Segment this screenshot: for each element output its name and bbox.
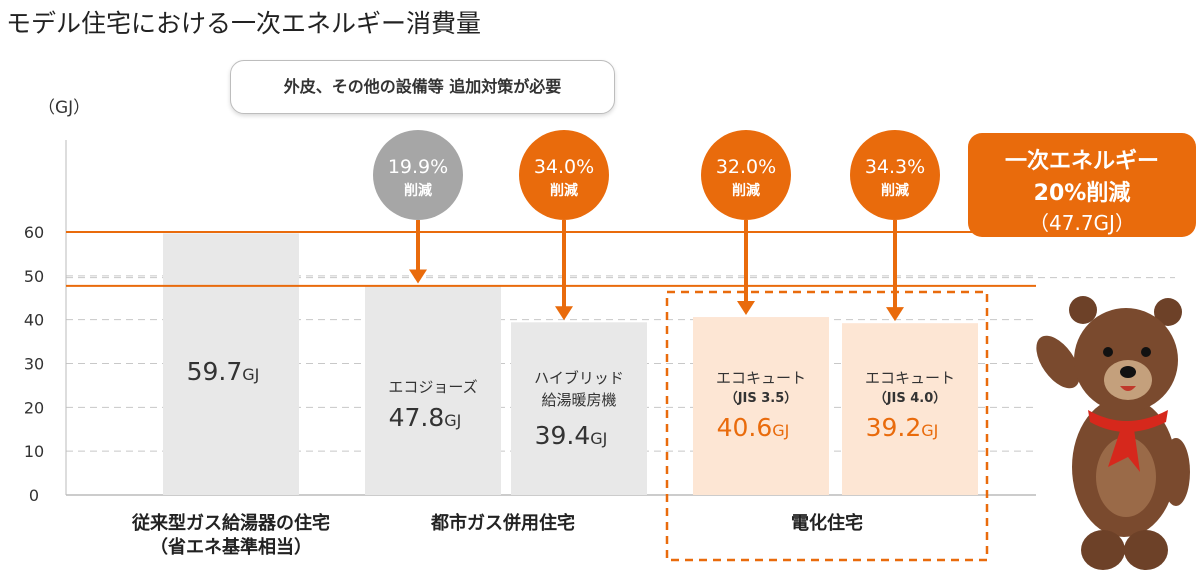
reduction-circle [701,130,791,220]
y-axis-unit-label: （GJ） [38,98,91,118]
callout-line-1: 一次エネルギー [1004,149,1159,174]
callout-line-2: 20%削減 [1033,181,1131,206]
reduction-circle [850,130,940,220]
y-tick-label: 60 [24,223,44,242]
group-label: 都市ガス併用住宅 [430,512,575,534]
bar [842,323,978,495]
bar-category-label: （JIS 4.0） [874,390,947,406]
reduction-label: 削減 [550,182,578,199]
bar-category-label: ハイブリッド [534,369,624,387]
bar [163,233,299,495]
bar-category-label: エコキュート [716,369,806,387]
reduction-arrowhead [886,307,904,322]
page-title: モデル住宅における一次エネルギー消費量 [6,9,482,38]
y-tick-label: 10 [24,442,44,461]
y-tick-label: 20 [24,398,44,417]
bar [693,317,829,495]
reduction-arrowhead [555,306,573,321]
top-callout: 外皮、その他の設備等 追加対策が必要 [230,60,615,114]
reduction-percent: 19.9% [388,156,448,178]
reduction-label: 削減 [404,182,432,199]
reduction-label: 削減 [881,182,909,199]
bar-category-label: 給湯暖房機 [541,391,616,409]
electric-group-box [665,290,989,562]
bar [365,285,501,495]
bar-category-label: （JIS 3.5） [725,390,798,406]
reduction-percent: 34.3% [865,156,925,178]
bar-value-label: 39.4GJ [535,421,608,450]
bear-mascot-icon [1036,296,1190,570]
bar-category-label: エコジョーズ [388,378,477,396]
reduction-arrowhead [737,301,755,316]
callout-line-3: （47.7GJ） [1029,211,1135,235]
y-tick-label: 40 [24,311,44,330]
reduction-label: 削減 [732,182,760,199]
y-tick-label: 0 [29,486,39,505]
reduction-arrowhead [409,269,427,284]
reduction-percent: 32.0% [716,156,776,178]
group-label: 電化住宅 [791,512,863,534]
bar-value-label: 40.6GJ [717,413,790,442]
reduction-circle [373,130,463,220]
group-label: （省エネ基準相当） [150,536,312,558]
reduction-target-callout: 一次エネルギー 20%削減 （47.7GJ） [968,133,1196,237]
y-tick-label: 50 [24,267,44,286]
bar-category-label: エコキュート [865,369,955,387]
bar [511,322,647,495]
group-label: 従来型ガス給湯器の住宅 [131,512,330,534]
y-tick-label: 30 [24,355,44,374]
reduction-percent: 34.0% [534,156,594,178]
reduction-circle [519,130,609,220]
